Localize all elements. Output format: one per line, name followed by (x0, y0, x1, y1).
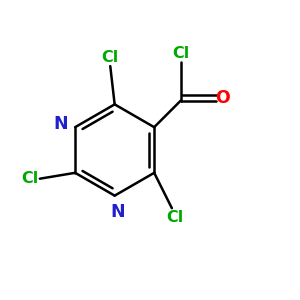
Text: Cl: Cl (166, 210, 183, 225)
Text: Cl: Cl (102, 50, 119, 64)
Text: Cl: Cl (21, 171, 38, 186)
Text: O: O (215, 89, 230, 107)
Text: N: N (53, 115, 68, 133)
Text: Cl: Cl (172, 46, 189, 61)
Text: N: N (110, 203, 125, 221)
